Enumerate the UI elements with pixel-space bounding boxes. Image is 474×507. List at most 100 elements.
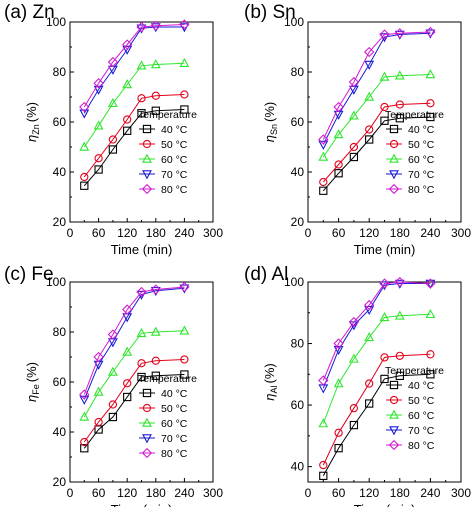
series-line xyxy=(83,94,185,178)
x-tick-label: 60 xyxy=(332,226,346,240)
x-tick-label: 180 xyxy=(146,226,166,240)
legend-marker xyxy=(142,434,152,444)
y-tick-label: 100 xyxy=(46,275,66,289)
data-point xyxy=(334,428,343,437)
x-tick-label: 300 xyxy=(203,486,223,500)
data-point xyxy=(394,276,405,288)
series-line xyxy=(322,32,431,145)
data-point xyxy=(395,371,404,380)
data-point xyxy=(94,165,103,174)
legend-label: 80 °C xyxy=(161,184,188,196)
data-point xyxy=(79,101,90,113)
series-line xyxy=(322,353,431,466)
legend-label: 80 °C xyxy=(161,448,188,460)
data-point xyxy=(379,278,390,289)
data-point xyxy=(425,279,436,289)
data-point xyxy=(364,91,375,101)
panel-1: (a) Zn 0 60 120 180 240 300 20 40 60 80 100 Time (mi… xyxy=(4,2,223,257)
legend: Temperature 40 °C 50 °C 60 °C 70 °C 80 °C xyxy=(138,373,197,460)
legend: Temperature 40 °C 50 °C 60 °C 70 °C 80 °C xyxy=(385,365,444,452)
legend-label: 60 °C xyxy=(408,154,435,166)
data-point xyxy=(333,338,344,349)
x-tick-label: 300 xyxy=(451,226,471,240)
y-axis-label-symbol: η xyxy=(262,135,277,142)
series-3 xyxy=(318,308,436,428)
data-point xyxy=(179,57,190,67)
data-point xyxy=(107,329,119,340)
panel-4: (d) Al 0 60 120 180 240 300 40 60 80 100 Time (min)… xyxy=(244,264,471,507)
legend-marker xyxy=(142,153,152,163)
series-line xyxy=(83,359,185,443)
legend-marker xyxy=(389,139,399,149)
y-tick-label: 20 xyxy=(53,215,67,229)
y-tick-label: 40 xyxy=(291,460,305,474)
plot-frame xyxy=(69,21,214,223)
legend-marker xyxy=(388,439,400,451)
x-tick-label: 0 xyxy=(305,226,312,240)
y-tick-label: 80 xyxy=(291,337,305,351)
x-tick-label: 240 xyxy=(420,486,440,500)
series-line xyxy=(83,24,185,108)
legend-label: 50 °C xyxy=(161,403,188,415)
data-point xyxy=(348,353,359,363)
panel-title: (a) Zn xyxy=(4,2,55,23)
data-point xyxy=(108,412,118,422)
data-point xyxy=(122,79,133,89)
series-line xyxy=(83,374,185,449)
data-point xyxy=(151,356,160,365)
data-point xyxy=(79,411,90,421)
y-axis-label: ηSn (%) xyxy=(262,102,279,142)
legend-marker xyxy=(389,170,399,180)
x-axis-label: Time (min) xyxy=(111,502,173,507)
data-point xyxy=(137,359,146,368)
legend-label: 70 °C xyxy=(161,433,188,445)
data-point xyxy=(180,90,189,99)
legend-title: Temperature xyxy=(385,365,444,377)
data-point xyxy=(380,102,389,112)
series-line xyxy=(322,31,431,140)
series-1 xyxy=(80,105,189,190)
data-point xyxy=(379,312,390,322)
data-point xyxy=(364,305,375,316)
panel-2: (b) Sn 0 60 120 180 240 300 20 40 60 80 100 Time (mi… xyxy=(244,2,471,257)
data-point xyxy=(379,71,390,81)
legend-marker xyxy=(142,170,152,180)
x-tick-label: 120 xyxy=(359,226,379,240)
data-point xyxy=(318,375,329,386)
x-axis-label: Time (min) xyxy=(354,242,416,257)
data-point xyxy=(79,109,90,119)
data-point xyxy=(348,110,359,120)
data-point xyxy=(349,420,359,430)
series-4 xyxy=(79,284,190,405)
data-point xyxy=(137,94,146,103)
series-2 xyxy=(319,350,435,470)
data-point xyxy=(123,392,132,402)
legend-title: Temperature xyxy=(138,109,197,121)
data-point xyxy=(394,28,405,39)
data-point xyxy=(136,286,147,298)
data-point xyxy=(425,26,436,38)
legend-marker xyxy=(389,426,399,436)
data-point xyxy=(318,140,329,150)
y-axis-label-subscript: Al xyxy=(269,385,279,393)
data-point xyxy=(365,135,374,144)
series-line xyxy=(83,26,185,114)
y-tick-label: 60 xyxy=(291,115,305,129)
data-point xyxy=(349,142,359,152)
data-point xyxy=(180,105,189,114)
x-axis-label: Time (min) xyxy=(354,502,416,507)
legend-label: 50 °C xyxy=(161,139,188,151)
data-point xyxy=(136,60,147,70)
legend-marker xyxy=(141,447,153,459)
data-point xyxy=(136,21,147,33)
data-point xyxy=(365,399,374,408)
series-5 xyxy=(318,276,436,386)
x-tick-label: 0 xyxy=(67,226,74,240)
data-point xyxy=(108,400,118,409)
data-point xyxy=(151,371,160,380)
y-tick-label: 60 xyxy=(53,115,67,129)
x-tick-label: 240 xyxy=(174,226,194,240)
data-point xyxy=(94,417,103,427)
data-point xyxy=(380,353,389,362)
x-axis-label: Time (min) xyxy=(111,242,173,257)
